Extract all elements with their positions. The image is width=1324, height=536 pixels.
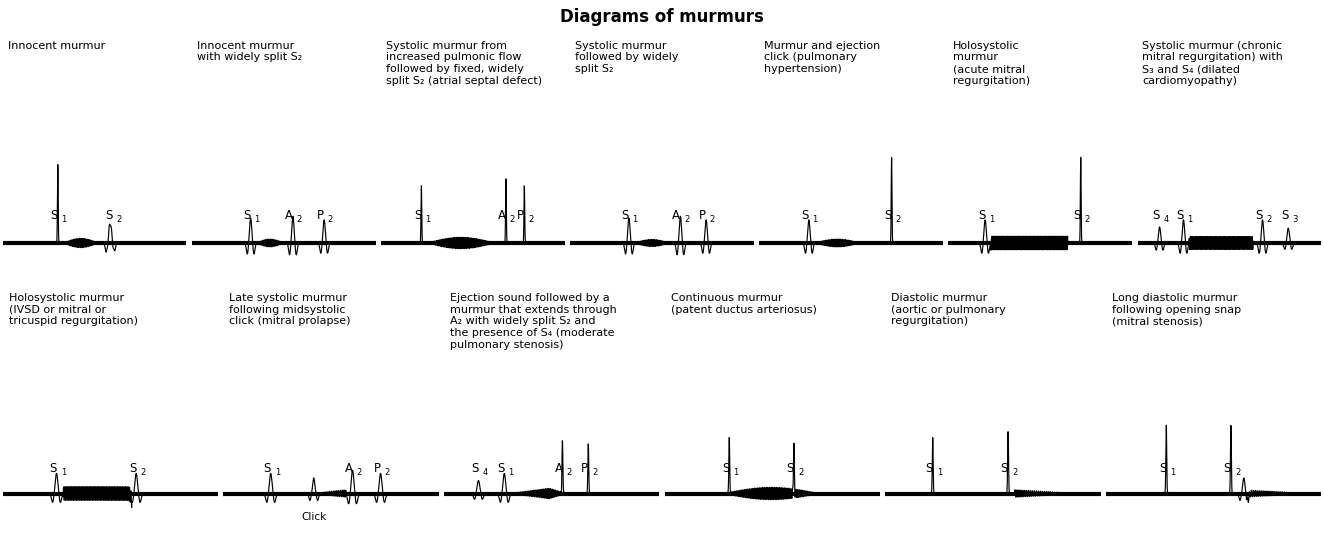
Text: 3: 3 bbox=[1292, 215, 1298, 225]
Text: Innocent murmur: Innocent murmur bbox=[8, 41, 105, 51]
Text: S: S bbox=[244, 209, 250, 222]
Text: S: S bbox=[722, 463, 730, 475]
Text: P: P bbox=[699, 209, 706, 222]
Text: P: P bbox=[518, 209, 524, 222]
Text: 2: 2 bbox=[593, 468, 598, 478]
Text: 1: 1 bbox=[508, 468, 514, 478]
Text: Ejection sound followed by a
murmur that extends through
A₂ with widely split S₂: Ejection sound followed by a murmur that… bbox=[450, 293, 617, 349]
Text: Systolic murmur from
increased pulmonic flow
followed by fixed, widely
split S₂ : Systolic murmur from increased pulmonic … bbox=[385, 41, 542, 86]
Text: Continuous murmur
(patent ductus arteriosus): Continuous murmur (patent ductus arterio… bbox=[671, 293, 817, 315]
Text: Click: Click bbox=[301, 512, 327, 522]
Text: S: S bbox=[801, 209, 809, 222]
Text: 2: 2 bbox=[297, 215, 302, 225]
Text: Systolic murmur
followed by widely
split S₂: Systolic murmur followed by widely split… bbox=[575, 41, 678, 74]
Text: A: A bbox=[285, 209, 293, 222]
Text: S: S bbox=[496, 463, 504, 475]
Text: S: S bbox=[1280, 209, 1288, 222]
Text: S: S bbox=[471, 463, 478, 475]
Text: 1: 1 bbox=[275, 468, 281, 478]
Text: Murmur and ejection
click (pulmonary
hypertension): Murmur and ejection click (pulmonary hyp… bbox=[764, 41, 880, 74]
Text: 1: 1 bbox=[633, 215, 638, 225]
Text: 2: 2 bbox=[140, 468, 146, 478]
Text: 1: 1 bbox=[1188, 215, 1193, 225]
Text: S: S bbox=[49, 463, 57, 475]
Text: 4: 4 bbox=[483, 468, 489, 478]
Text: Holosystolic murmur
(IVSD or mitral or
tricuspid regurgitation): Holosystolic murmur (IVSD or mitral or t… bbox=[9, 293, 138, 326]
Text: S: S bbox=[128, 463, 136, 475]
Text: Diastolic murmur
(aortic or pulmonary
regurgitation): Diastolic murmur (aortic or pulmonary re… bbox=[891, 293, 1006, 326]
Text: S: S bbox=[1176, 209, 1184, 222]
Text: P: P bbox=[581, 463, 588, 475]
Text: S: S bbox=[884, 209, 891, 222]
Text: S: S bbox=[263, 463, 270, 475]
Text: Innocent murmur
with widely split S₂: Innocent murmur with widely split S₂ bbox=[197, 41, 302, 63]
Text: A: A bbox=[555, 463, 563, 475]
Text: 1: 1 bbox=[937, 468, 943, 478]
Text: 2: 2 bbox=[528, 215, 534, 225]
Text: 1: 1 bbox=[813, 215, 818, 225]
Text: P: P bbox=[373, 463, 380, 475]
Text: S: S bbox=[925, 463, 932, 475]
Text: 1: 1 bbox=[989, 215, 994, 225]
Text: 2: 2 bbox=[685, 215, 690, 225]
Text: Long diastolic murmur
following opening snap
(mitral stenosis): Long diastolic murmur following opening … bbox=[1112, 293, 1242, 326]
Text: S: S bbox=[621, 209, 629, 222]
Text: 1: 1 bbox=[425, 215, 430, 225]
Text: S: S bbox=[1223, 463, 1231, 475]
Text: 2: 2 bbox=[117, 215, 122, 225]
Text: 2: 2 bbox=[385, 468, 391, 478]
Text: S: S bbox=[1255, 209, 1263, 222]
Text: A: A bbox=[673, 209, 681, 222]
Text: S: S bbox=[50, 209, 58, 222]
Text: 1: 1 bbox=[733, 468, 739, 478]
Text: 2: 2 bbox=[798, 468, 804, 478]
Text: A: A bbox=[498, 209, 506, 222]
Text: P: P bbox=[318, 209, 324, 222]
Text: 2: 2 bbox=[328, 215, 334, 225]
Text: 1: 1 bbox=[1170, 468, 1176, 478]
Text: 1: 1 bbox=[61, 215, 66, 225]
Text: 2: 2 bbox=[510, 215, 515, 225]
Text: S: S bbox=[977, 209, 985, 222]
Text: 2: 2 bbox=[1084, 215, 1090, 225]
Text: S: S bbox=[1152, 209, 1160, 222]
Text: S: S bbox=[786, 463, 794, 475]
Text: S: S bbox=[1001, 463, 1008, 475]
Text: S: S bbox=[1158, 463, 1166, 475]
Text: 4: 4 bbox=[1164, 215, 1169, 225]
Text: 2: 2 bbox=[1266, 215, 1271, 225]
Text: 2: 2 bbox=[357, 468, 361, 478]
Text: Holosystolic
murmur
(acute mitral
regurgitation): Holosystolic murmur (acute mitral regurg… bbox=[953, 41, 1030, 86]
Text: S: S bbox=[1074, 209, 1080, 222]
Text: S: S bbox=[414, 209, 421, 222]
Text: Systolic murmur (chronic
mitral regurgitation) with
S₃ and S₄ (dilated
cardiomyo: Systolic murmur (chronic mitral regurgit… bbox=[1143, 41, 1283, 86]
Text: Diagrams of murmurs: Diagrams of murmurs bbox=[560, 9, 764, 26]
Text: A: A bbox=[344, 463, 352, 475]
Text: 2: 2 bbox=[1013, 468, 1018, 478]
Text: S: S bbox=[106, 209, 113, 222]
Text: 2: 2 bbox=[567, 468, 572, 478]
Text: 2: 2 bbox=[1235, 468, 1241, 478]
Text: 1: 1 bbox=[254, 215, 260, 225]
Text: 2: 2 bbox=[895, 215, 900, 225]
Text: 1: 1 bbox=[61, 468, 66, 478]
Text: Late systolic murmur
following midsystolic
click (mitral prolapse): Late systolic murmur following midsystol… bbox=[229, 293, 351, 326]
Text: 2: 2 bbox=[710, 215, 715, 225]
